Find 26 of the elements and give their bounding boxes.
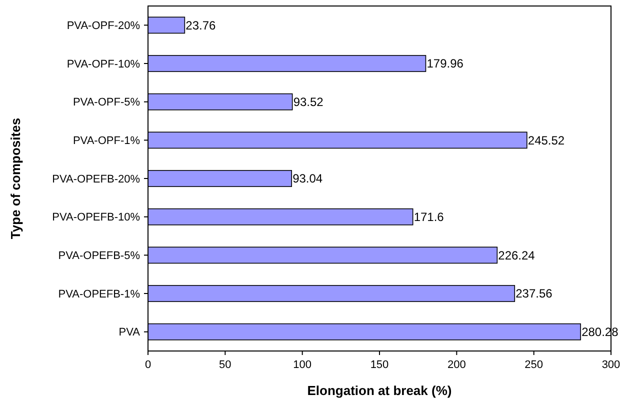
data-label: 23.76 [186,18,216,32]
y-tick-label: PVA-OPF-1% [72,135,140,148]
data-label: 93.52 [293,95,324,110]
y-axis-title: Type of composites [8,118,23,240]
y-tick-label: PVA-OPF-20% [66,20,140,32]
y-tick-label: PVA-OPF-10% [66,58,140,70]
y-tick-label: PVA-OPEFB-1% [58,288,140,300]
y-tick-label: PVA-OPEFB-20% [52,173,140,186]
y-tick-label: PVA-OPEFB-10% [52,212,140,224]
x-axis-title: Elongation at break (%) [307,383,452,398]
data-label: 237.56 [516,286,553,301]
y-tick-label: PVA [118,326,141,339]
x-tick-label: 0 [144,359,152,371]
data-label: 93.04 [292,172,323,186]
data-label: 171.6 [414,210,444,224]
x-tick-label: 250 [524,359,544,371]
data-label: 179.96 [426,56,464,71]
y-tick-label: PVA-OPEFB-5% [58,250,140,262]
x-tick-label: 150 [370,359,389,371]
data-label: 226.24 [498,248,536,262]
x-tick-label: 100 [293,359,312,371]
y-tick-label: PVA-OPF-5% [72,96,140,109]
data-label: 245.52 [528,133,565,148]
x-tick-label: 200 [447,359,466,371]
x-tick-label: 50 [219,359,232,371]
x-tick-label: 300 [602,359,620,371]
